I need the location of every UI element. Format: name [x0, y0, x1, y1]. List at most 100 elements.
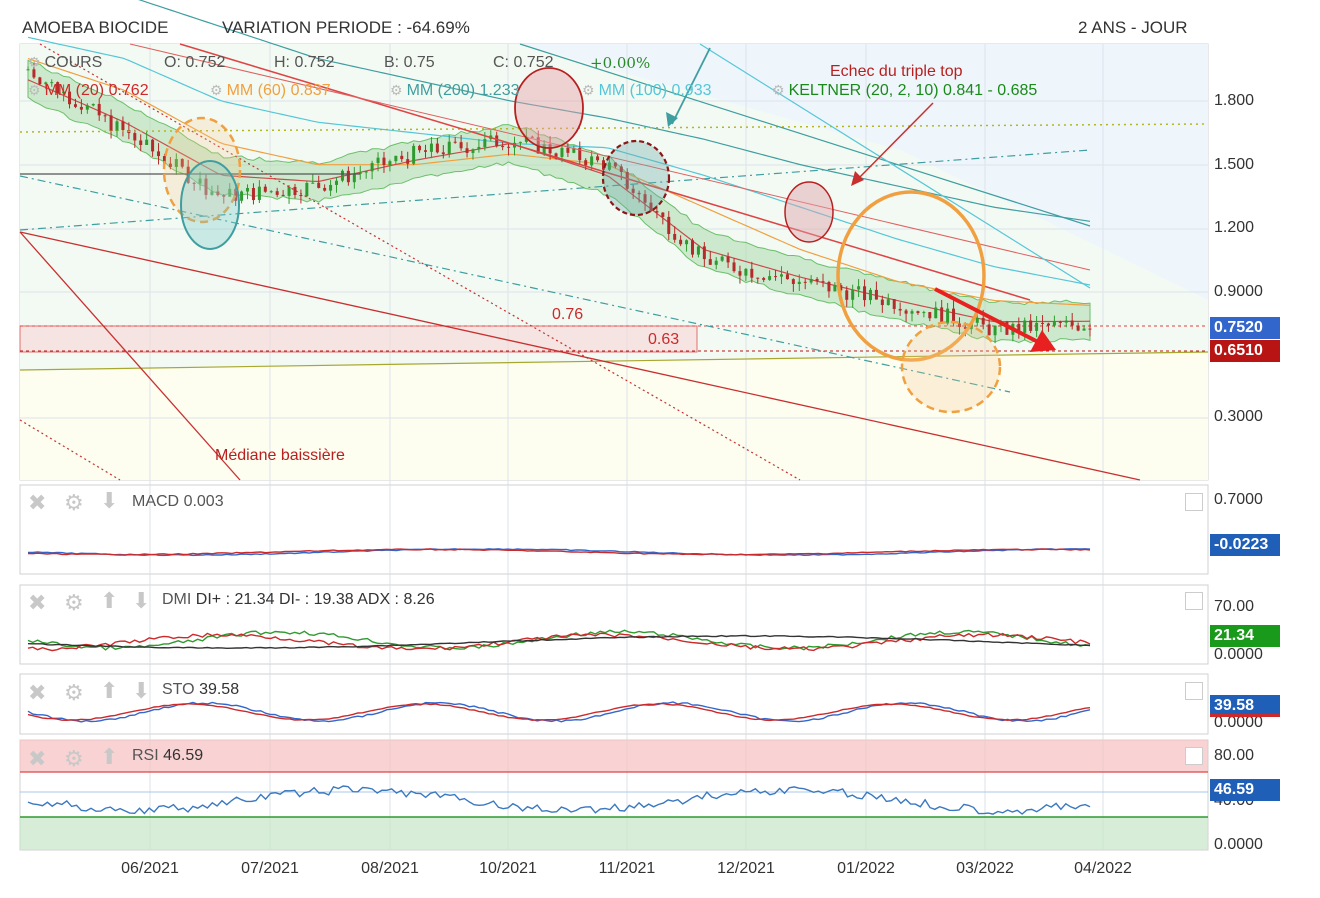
candle-body [1076, 325, 1080, 331]
candle-body [299, 195, 303, 197]
candle-body [192, 182, 196, 184]
panel-checkbox[interactable] [1185, 682, 1203, 700]
gear-icon[interactable]: ⚙ [28, 82, 41, 98]
close-value: C: 0.752 [493, 54, 554, 71]
dmi-panel-frame [19, 584, 1209, 665]
red-arrow-head [851, 171, 864, 186]
panel-checkbox[interactable] [1185, 747, 1203, 765]
candle-body [453, 141, 457, 143]
rsi-name: RSI [132, 747, 159, 764]
change-value: +0.00% [590, 54, 651, 72]
low-value: B: 0.75 [384, 54, 435, 71]
cours-text: COURS [44, 54, 103, 71]
candle-body [530, 136, 534, 138]
candle-body [1017, 323, 1021, 333]
keltner-legend[interactable]: ⚙ KELTNER (20, 2, 10) 0.841 - 0.685 [772, 82, 1037, 100]
arrow-down-icon[interactable]: ⬇ [132, 588, 151, 613]
candle-body [857, 286, 861, 290]
macd-value: 0.003 [183, 493, 224, 510]
candle-body [613, 162, 617, 167]
mm200-legend[interactable]: ⚙ MM (200) 1.233 [390, 82, 520, 100]
gear-icon[interactable]: ⚙ [28, 54, 41, 70]
gear-icon[interactable]: ⚙ [64, 490, 84, 515]
candle-body [103, 115, 107, 117]
sto-value: 39.58 [199, 681, 240, 698]
price-tag: 0.7520 [1210, 317, 1280, 339]
candle-body [720, 256, 724, 261]
close-icon[interactable]: ✖ [28, 590, 47, 615]
mm20-legend[interactable]: ⚙ MM (20) 0.762 [28, 82, 149, 100]
candle-body [133, 133, 137, 141]
gear-icon[interactable]: ⚙ [64, 590, 84, 615]
candle-body [934, 307, 938, 319]
mm60-legend[interactable]: ⚙ MM (60) 0.837 [210, 82, 331, 100]
candle-body [424, 150, 428, 152]
dark-red-dashed-circle [601, 139, 671, 217]
macd-panel-frame [19, 484, 1209, 575]
dmi-value: DI+ : 21.34 DI- : 19.38 ADX : 8.26 [195, 591, 435, 608]
candle-body [210, 191, 214, 195]
arrow-down-icon[interactable]: ⬇ [132, 678, 151, 703]
candle-body [768, 276, 772, 280]
mm60-text: MM (60) 0.837 [226, 82, 331, 99]
arrow-up-icon[interactable]: ⬆ [100, 588, 119, 613]
candle-body [240, 191, 244, 201]
gear-icon[interactable]: ⚙ [64, 680, 84, 705]
x-tick-label: 08/2021 [361, 860, 419, 877]
arrow-up-icon[interactable]: ⬆ [100, 744, 119, 769]
teal-circle [180, 160, 240, 250]
candle-body [690, 240, 694, 255]
candle-body [685, 240, 689, 245]
arrow-up-icon[interactable]: ⬆ [100, 678, 119, 703]
candle-body [228, 188, 232, 197]
pitchfork-lower-line [19, 351, 1209, 371]
candle-body [435, 143, 439, 153]
gear-icon[interactable]: ⚙ [64, 746, 84, 771]
x-tick-label: 10/2021 [479, 860, 537, 877]
mm100-legend[interactable]: ⚙ MM (100) 0.933 [582, 82, 712, 100]
period-label[interactable]: 2 ANS - JOUR [1078, 18, 1188, 37]
close-icon[interactable]: ✖ [28, 746, 47, 771]
dmi-axis-bottom: 0.0000 [1214, 646, 1263, 663]
gear-icon[interactable]: ⚙ [210, 82, 223, 98]
candle-body [311, 182, 315, 184]
median-line-left [19, 231, 241, 481]
x-tick-label: 07/2021 [241, 860, 299, 877]
candle-body [560, 147, 564, 157]
candle-body [91, 103, 95, 106]
candle-body [667, 216, 671, 234]
teal-arrow-head [666, 112, 678, 127]
sto-axis-bottom: 0.0000 [1214, 714, 1263, 731]
y-tick-label: 0.9000 [1214, 283, 1263, 300]
candle-body [400, 155, 404, 160]
dmi-minus-line [27, 632, 1091, 652]
panel-checkbox[interactable] [1185, 592, 1203, 610]
candle-body [495, 135, 499, 147]
candle-body [732, 262, 736, 272]
candle-body [275, 191, 279, 195]
close-icon[interactable]: ✖ [28, 680, 47, 705]
close-icon[interactable]: ✖ [28, 490, 47, 515]
arrow-down-icon[interactable]: ⬇ [100, 488, 119, 513]
level-076-annotation: 0.76 [552, 306, 584, 323]
macd-label: MACD 0.003 [132, 493, 224, 511]
gear-icon[interactable]: ⚙ [772, 82, 785, 98]
candle-body [1029, 320, 1033, 331]
candle-body [607, 162, 611, 170]
candle-body [957, 323, 961, 327]
candle-body [44, 82, 48, 85]
gear-icon[interactable]: ⚙ [390, 82, 403, 98]
high-value: H: 0.752 [274, 54, 335, 71]
candle-body [323, 187, 327, 191]
mm200-text: MM (200) 1.233 [406, 82, 520, 99]
pitchfork-zone-blue [520, 44, 1208, 300]
gear-icon[interactable]: ⚙ [582, 82, 595, 98]
mm200-line [138, 0, 1091, 222]
dmi-axis-top: 70.00 [1214, 598, 1255, 615]
candle-body [429, 143, 433, 152]
candle-body [145, 139, 149, 145]
candle-body [79, 106, 83, 110]
candle-body [590, 156, 594, 166]
panel-checkbox[interactable] [1185, 493, 1203, 511]
